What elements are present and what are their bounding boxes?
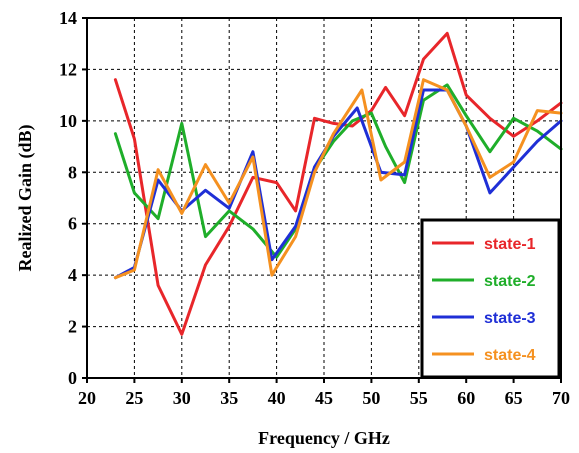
x-tick-label: 35 bbox=[220, 388, 238, 408]
y-tick-label: 14 bbox=[59, 8, 77, 28]
x-tick-label: 55 bbox=[410, 388, 428, 408]
legend-label-state-3: state-3 bbox=[484, 310, 536, 327]
axis-ticks: 20 25 30 35 40 45 50 55 60 65 70 0 2 4 6 8 10 12 14 bbox=[59, 8, 570, 408]
y-tick-label: 6 bbox=[68, 214, 77, 234]
x-tick-label: 20 bbox=[78, 388, 96, 408]
x-tick-label: 25 bbox=[125, 388, 143, 408]
legend: state-1 state-2 state-3 state-4 bbox=[420, 218, 561, 379]
x-tick-label: 50 bbox=[362, 388, 380, 408]
series-line-state-2 bbox=[113, 83, 563, 259]
legend-label-state-1: state-1 bbox=[484, 236, 536, 253]
legend-label-state-2: state-2 bbox=[484, 273, 536, 290]
x-axis-title: Frequency / GHz bbox=[258, 428, 390, 448]
y-tick-label: 2 bbox=[68, 317, 77, 337]
series-line-state-4 bbox=[113, 78, 563, 280]
x-tick-label: 45 bbox=[315, 388, 333, 408]
legend-box bbox=[420, 218, 561, 379]
y-tick-label: 8 bbox=[68, 162, 77, 182]
grid bbox=[87, 18, 561, 378]
x-tick-label: 30 bbox=[173, 388, 191, 408]
y-axis-title: Realized Gain (dB) bbox=[15, 124, 36, 271]
y-tick-label: 0 bbox=[68, 368, 77, 388]
y-tick-label: 10 bbox=[59, 111, 77, 131]
x-tick-label: 40 bbox=[268, 388, 286, 408]
y-tick-label: 12 bbox=[59, 59, 77, 79]
legend-label-state-4: state-4 bbox=[484, 347, 536, 364]
x-tick-label: 60 bbox=[457, 388, 475, 408]
y-tick-label: 4 bbox=[68, 265, 77, 285]
series-lines bbox=[113, 31, 563, 336]
x-tick-label: 70 bbox=[552, 388, 570, 408]
x-tick-label: 65 bbox=[505, 388, 523, 408]
